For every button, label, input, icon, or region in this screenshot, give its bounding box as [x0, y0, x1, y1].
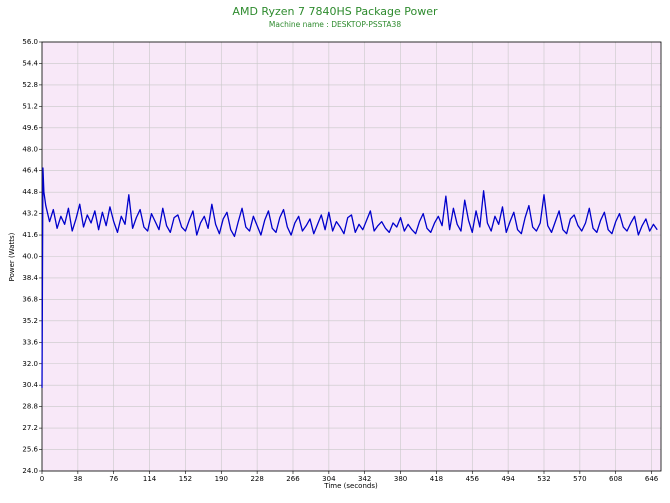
y-axis-label: Power (Watts)	[8, 232, 16, 281]
y-tick-label: 49.6	[22, 124, 38, 132]
y-tick-label: 41.6	[22, 231, 38, 239]
x-tick-label: 532	[537, 475, 550, 483]
x-tick-label: 570	[573, 475, 586, 483]
x-tick-label: 304	[322, 475, 336, 483]
x-tick-label: 418	[430, 475, 443, 483]
chart-subtitle: Machine name : DESKTOP-PSSTA38	[269, 20, 401, 29]
y-tick-label: 43.2	[22, 210, 38, 218]
x-tick-label: 38	[73, 475, 82, 483]
y-tick-label: 35.2	[22, 317, 38, 325]
y-tick-label: 46.4	[22, 167, 38, 175]
y-tick-label: 52.8	[22, 81, 38, 89]
x-tick-label: 76	[109, 475, 118, 483]
x-tick-label: 380	[394, 475, 407, 483]
y-tick-label: 38.4	[22, 274, 38, 282]
data-line	[41, 167, 658, 388]
x-tick-label: 456	[466, 475, 480, 483]
y-tick-label: 30.4	[22, 381, 38, 389]
x-tick-label: 342	[358, 475, 371, 483]
y-tick-label: 36.8	[22, 295, 38, 303]
x-tick-label: 190	[215, 475, 228, 483]
x-tick-label: 228	[250, 475, 263, 483]
y-tick-label: 54.4	[22, 59, 38, 67]
chart-title: AMD Ryzen 7 7840HS Package Power	[232, 5, 438, 18]
x-tick-label: 152	[179, 475, 192, 483]
y-tick-label: 56.0	[22, 38, 38, 46]
x-tick-label: 266	[286, 475, 300, 483]
x-axis-label: Time (seconds)	[323, 482, 378, 490]
y-tick-label: 51.2	[22, 102, 38, 110]
y-tick-label: 40.0	[22, 253, 38, 261]
y-tick-label: 48.0	[22, 145, 38, 153]
y-tick-label: 32.0	[22, 360, 38, 368]
x-tick-label: 646	[645, 475, 659, 483]
y-tick-label: 25.6	[22, 446, 38, 454]
x-tick-label: 0	[40, 475, 44, 483]
y-tick-label: 27.2	[22, 424, 38, 432]
y-tick-label: 24.0	[22, 467, 38, 475]
x-tick-label: 608	[609, 475, 622, 483]
x-tick-label: 494	[501, 475, 515, 483]
y-tick-label: 28.8	[22, 403, 38, 411]
x-tick-label: 114	[143, 475, 157, 483]
y-tick-label: 44.8	[22, 188, 38, 196]
y-tick-label: 33.6	[22, 338, 38, 346]
